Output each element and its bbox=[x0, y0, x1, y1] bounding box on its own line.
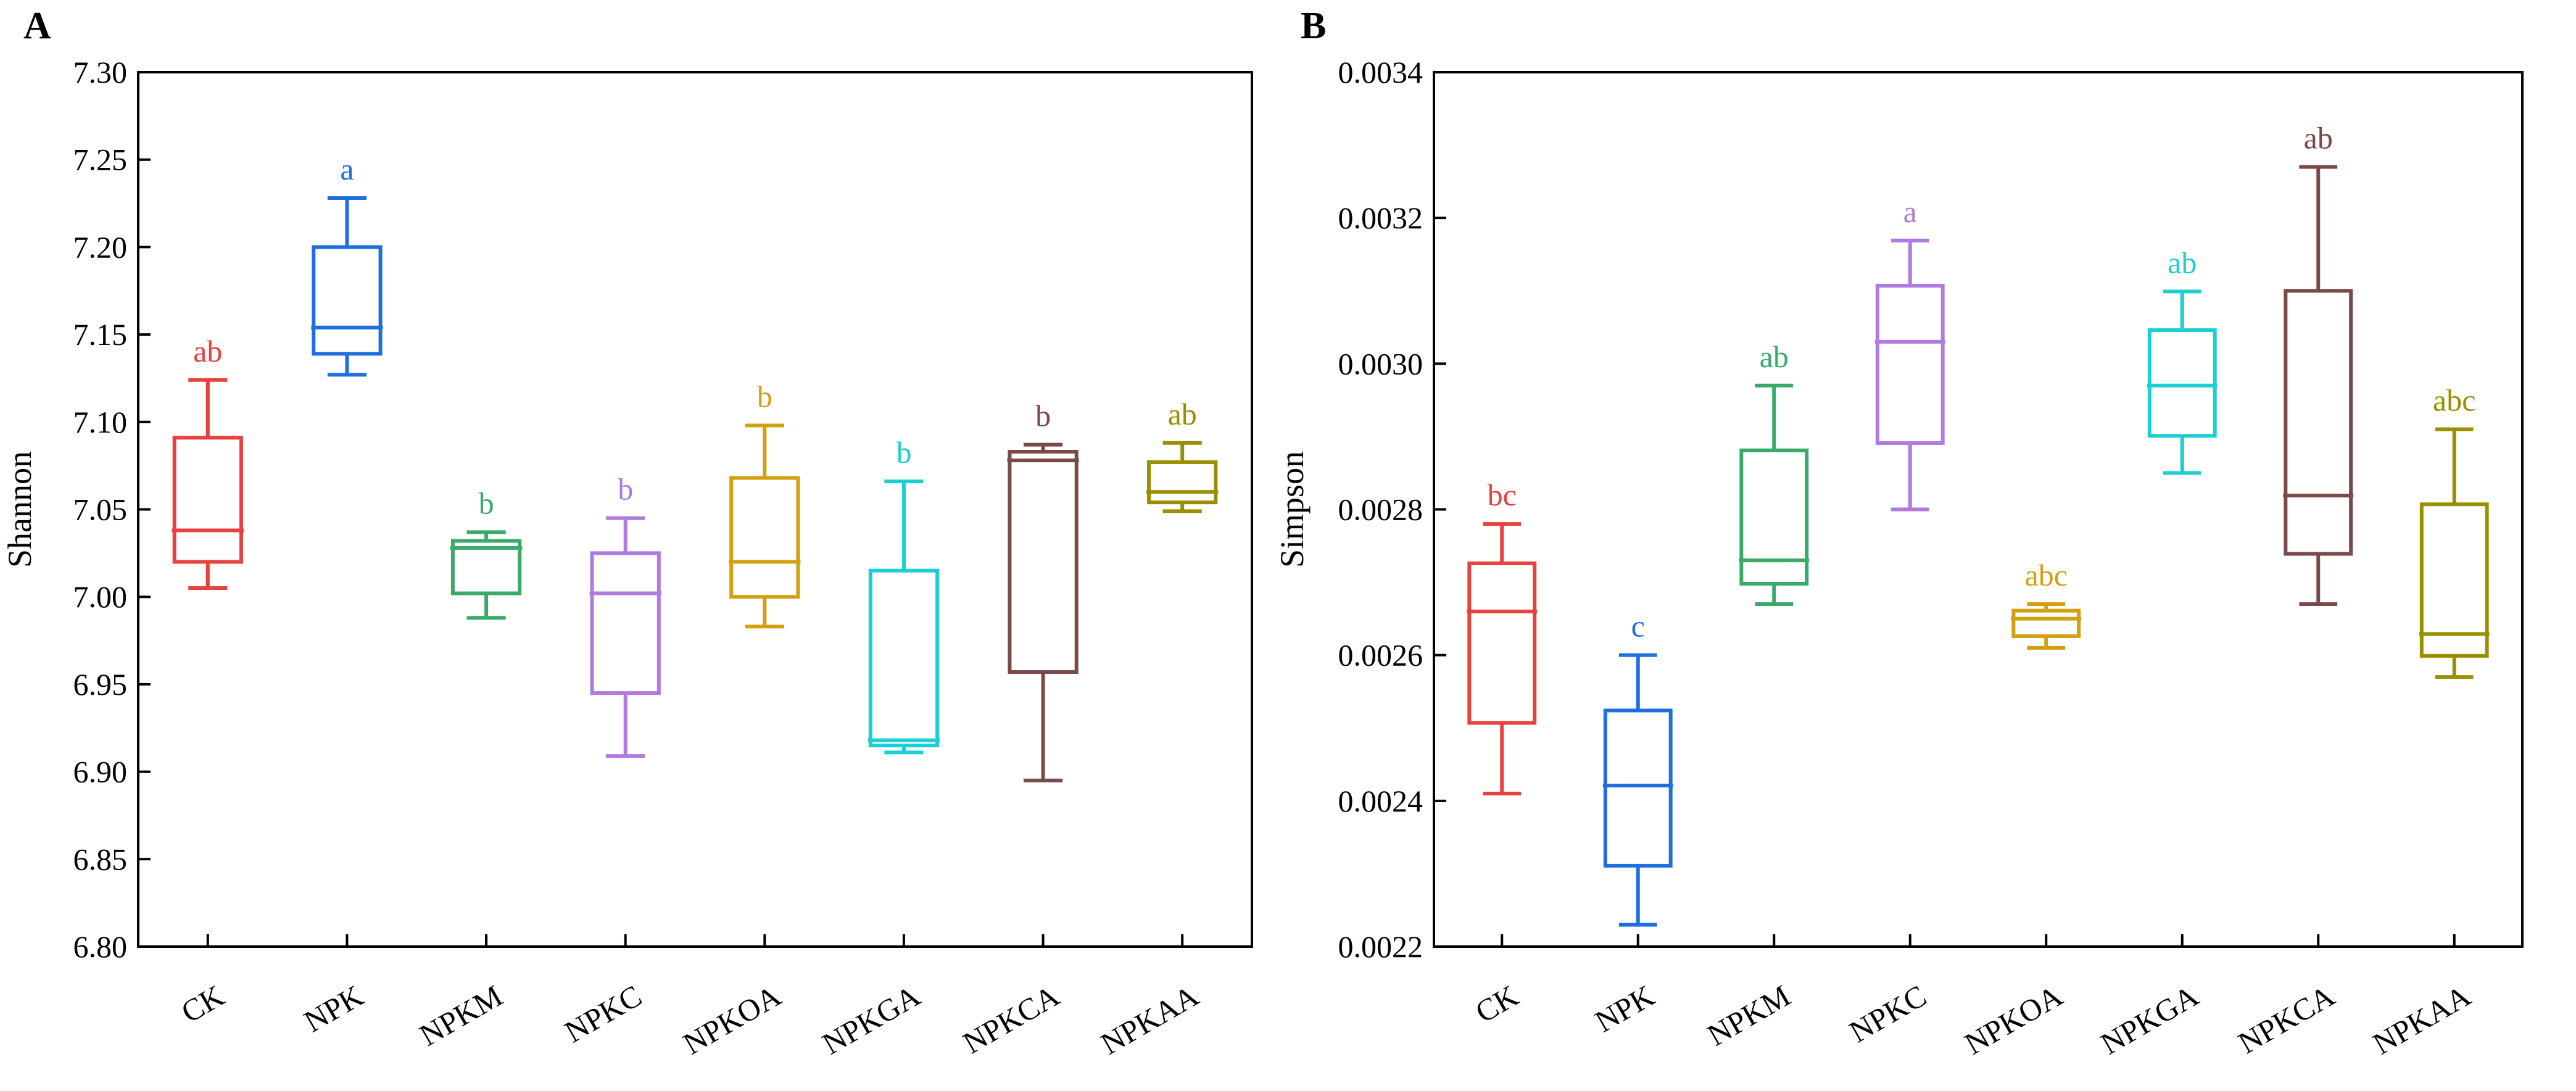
box-npkm bbox=[450, 530, 523, 620]
box-npkaa bbox=[1146, 441, 1219, 513]
y-tick-label: 7.15 bbox=[73, 317, 128, 352]
y-tick-label: 6.90 bbox=[73, 755, 128, 789]
box-npkc bbox=[1874, 238, 1945, 512]
significance-letter: b bbox=[757, 379, 772, 413]
significance-letter: abc bbox=[2433, 383, 2475, 418]
box-iqr bbox=[729, 476, 800, 599]
y-tick-label: 7.10 bbox=[73, 405, 128, 439]
x-tick-label: NPK bbox=[1589, 978, 1660, 1039]
significance-letter: b bbox=[618, 472, 633, 507]
box-iqr bbox=[868, 568, 940, 748]
box-iqr bbox=[2419, 502, 2489, 658]
significance-letter: ab bbox=[1168, 397, 1197, 431]
x-tick-label: NPK bbox=[298, 978, 369, 1039]
y-tick-label: 0.0026 bbox=[1338, 638, 1423, 673]
plot-frame bbox=[137, 71, 1253, 948]
y-tick-label: 7.05 bbox=[73, 492, 128, 527]
significance-letter: ab bbox=[2168, 245, 2197, 280]
significance-letter: abc bbox=[2025, 558, 2068, 592]
significance-letter: bc bbox=[1488, 478, 1517, 512]
box-npkca bbox=[1007, 442, 1079, 782]
y-tick-label: 7.25 bbox=[73, 143, 128, 177]
panel-label: A bbox=[23, 5, 51, 47]
box-npkoa bbox=[729, 423, 801, 629]
box-npkaa bbox=[2419, 427, 2490, 679]
y-axis-label: Shannon bbox=[1, 451, 38, 568]
y-tick-label: 7.20 bbox=[73, 230, 128, 264]
box-ck bbox=[1467, 522, 1538, 796]
y-tick-label: 7.30 bbox=[73, 55, 128, 89]
box-iqr bbox=[1603, 708, 1673, 868]
box-iqr bbox=[1467, 561, 1537, 725]
x-tick-label: NPKAA bbox=[1095, 978, 1204, 1061]
box-npkca bbox=[2283, 165, 2354, 607]
x-tick-label: NPKGA bbox=[2095, 978, 2204, 1061]
x-tick-label: NPKM bbox=[413, 978, 508, 1053]
x-tick-label: NPKM bbox=[1702, 978, 1796, 1053]
y-tick-label: 0.0030 bbox=[1338, 346, 1423, 381]
box-npkc bbox=[589, 516, 661, 758]
box-iqr bbox=[2147, 328, 2217, 438]
y-tick-label: 0.0032 bbox=[1338, 201, 1423, 235]
box-iqr bbox=[1147, 460, 1218, 505]
significance-letter: c bbox=[1631, 609, 1645, 644]
significance-letter: a bbox=[340, 152, 354, 186]
x-tick-label: CK bbox=[175, 978, 230, 1029]
significance-letter: b bbox=[479, 486, 494, 520]
x-tick-label: NPKOA bbox=[677, 978, 787, 1061]
significance-letter: b bbox=[1035, 399, 1051, 433]
box-iqr bbox=[2011, 608, 2081, 638]
y-tick-label: 0.0028 bbox=[1338, 492, 1423, 527]
y-tick-label: 7.00 bbox=[73, 579, 128, 614]
box-iqr bbox=[450, 539, 522, 595]
y-tick-label: 0.0034 bbox=[1338, 55, 1423, 89]
significance-letter: ab bbox=[1760, 339, 1789, 374]
significance-letter: ab bbox=[193, 334, 222, 368]
box-iqr bbox=[1875, 283, 1945, 446]
box-npkm bbox=[1739, 383, 1810, 607]
x-tick-label: NPKCA bbox=[2232, 978, 2340, 1060]
significance-letter: a bbox=[1903, 194, 1917, 229]
x-tick-label: NPKGA bbox=[816, 978, 926, 1061]
box-iqr bbox=[2284, 289, 2353, 556]
box-iqr bbox=[172, 436, 243, 564]
panel-a: A 6.80 6.85 6.90 6.95 7.00 7.05 7.10 7.15 7.20 7.2… bbox=[1, 5, 1253, 1061]
plot-frame bbox=[1433, 71, 2524, 948]
box-iqr bbox=[590, 551, 661, 695]
box-iqr bbox=[1008, 449, 1079, 674]
significance-letter: ab bbox=[2304, 121, 2333, 156]
y-tick-label: 6.85 bbox=[73, 842, 128, 876]
x-tick-label: NPKC bbox=[1844, 978, 1932, 1049]
panel-label: B bbox=[1301, 5, 1326, 47]
y-tick-label: 0.0022 bbox=[1338, 929, 1423, 964]
y-axis-label: Simpson bbox=[1274, 451, 1311, 568]
y-tick-label: 6.80 bbox=[73, 929, 128, 964]
box-npk bbox=[1602, 653, 1673, 927]
box-ck bbox=[172, 378, 244, 591]
box-npk bbox=[311, 196, 383, 377]
x-tick-label: CK bbox=[1470, 978, 1524, 1029]
panel-b: B 0.0022 0.0024 0.0026 0.0028 0.0030 0.0032 0.0… bbox=[1274, 5, 2524, 1061]
box-npkga bbox=[2147, 289, 2218, 475]
x-tick-label: NPKOA bbox=[1959, 978, 2068, 1061]
box-iqr bbox=[312, 245, 383, 356]
significance-letter: b bbox=[896, 435, 911, 470]
box-npkga bbox=[868, 479, 940, 755]
x-tick-label: NPKAA bbox=[2367, 978, 2476, 1061]
y-tick-label: 0.0024 bbox=[1338, 784, 1423, 818]
x-tick-label: NPKCA bbox=[957, 978, 1065, 1060]
x-tick-label: NPKC bbox=[559, 978, 648, 1049]
box-npkoa bbox=[2011, 602, 2082, 650]
box-iqr bbox=[1739, 448, 1809, 586]
y-tick-label: 6.95 bbox=[73, 667, 128, 702]
